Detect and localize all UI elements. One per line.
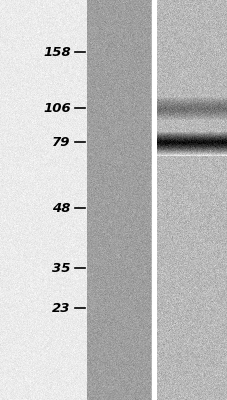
Text: 48: 48 [52, 202, 70, 214]
Text: 106: 106 [43, 102, 70, 114]
Text: 35: 35 [52, 262, 70, 274]
Text: 79: 79 [52, 136, 70, 148]
Text: 158: 158 [43, 46, 70, 58]
Text: 23: 23 [52, 302, 70, 314]
